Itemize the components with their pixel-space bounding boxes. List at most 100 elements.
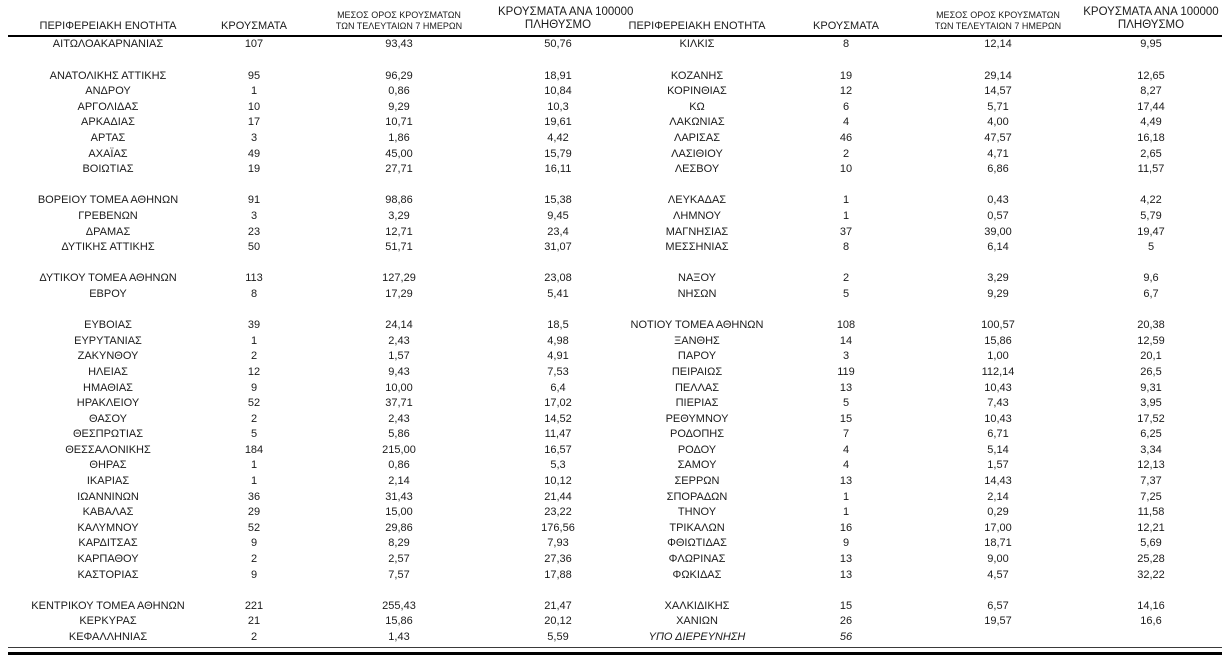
left-region-cell: ΚΕΝΤΡΙΚΟΥ ΤΟΜΕΑ ΑΘΗΝΩΝ	[31, 599, 185, 612]
left-per100k-cell: 5,59	[547, 631, 569, 643]
right-avg7-cell	[916, 256, 1080, 272]
left-region-cell: ΗΜΑΘΙΑΣ	[83, 381, 133, 394]
right-region-cell: ΥΠΟ ΔΙΕΡΕΥΝΗΣΗ	[648, 631, 746, 643]
right-per100k-cell	[1080, 256, 1222, 272]
left-cases-cell: 91	[247, 194, 261, 207]
right-avg7-cell: 6,86	[987, 163, 1009, 176]
left-avg7-cell: 15,86	[385, 615, 413, 628]
left-region-cell: ΚΑΡΠΑΘΟΥ	[77, 553, 139, 566]
right-per100k-cell: 11,58	[1137, 506, 1165, 519]
right-avg7-cell	[916, 583, 1080, 599]
left-region-cell: ΑΝΑΤΟΛΙΚΗΣ ΑΤΤΙΚΗΣ	[49, 69, 167, 82]
right-region-cell: ΛΑΚΩΝΙΑΣ	[669, 116, 725, 129]
right-region-cell	[618, 583, 776, 599]
left-cases-cell: 39	[247, 319, 261, 332]
right-avg7-cell: 3,29	[987, 272, 1009, 285]
header-per100k-left-line1: ΚΡΟΥΣΜΑΤΑ ΑΝΑ 100000	[498, 6, 634, 18]
right-per100k-cell: 3,95	[1140, 397, 1162, 410]
left-cases-cell: 9	[250, 381, 258, 394]
left-avg7-cell: 1,57	[388, 350, 410, 363]
left-avg7-cell: 2,43	[388, 412, 410, 425]
right-region-cell: ΧΑΝΙΩΝ	[676, 615, 718, 628]
right-avg7-cell: 17,00	[984, 521, 1012, 534]
right-avg7-cell: 18,71	[984, 537, 1012, 550]
header-region-left: ΠΕΡΙΦΕΡΕΙΑΚΗ ΕΝΟΤΗΤΑ	[39, 19, 177, 32]
left-per100k-cell: 20,12	[544, 615, 572, 628]
left-avg7-cell	[300, 303, 498, 319]
left-region-cell	[8, 53, 208, 69]
right-region-cell	[618, 178, 776, 194]
right-cases-cell: 6	[842, 100, 850, 113]
left-avg7-cell: 17,29	[385, 287, 413, 300]
left-cases-cell: 3	[250, 209, 258, 222]
right-per100k-cell: 12,21	[1137, 521, 1165, 534]
left-per100k-cell: 176,56	[541, 521, 575, 534]
left-cases-cell	[208, 256, 300, 272]
left-avg7-cell: 9,29	[388, 100, 410, 113]
left-cases-cell	[208, 53, 300, 69]
left-cases-cell	[208, 303, 300, 319]
left-region-cell	[8, 583, 208, 599]
right-region-cell	[618, 256, 776, 272]
left-per100k-cell: 17,02	[544, 397, 572, 410]
left-cases-cell: 2	[250, 412, 258, 425]
left-region-cell: ΔΡΑΜΑΣ	[85, 225, 131, 238]
left-cases-cell: 2	[250, 631, 258, 643]
right-region-cell: ΠΕΙΡΑΙΩΣ	[671, 365, 723, 378]
right-region-cell: ΦΘΙΩΤΙΔΑΣ	[667, 537, 727, 550]
left-cases-cell: 9	[250, 568, 258, 581]
right-cases-cell: 13	[839, 381, 853, 394]
spacer-row	[8, 303, 1222, 319]
left-per100k-cell: 31,07	[544, 241, 572, 254]
right-cases-cell: 56	[839, 631, 853, 643]
left-cases-cell: 9	[250, 537, 258, 550]
left-cases-cell: 49	[247, 147, 261, 160]
table-row: ΚΕΝΤΡΙΚΟΥ ΤΟΜΕΑ ΑΘΗΝΩΝ 221 255,43 21,47 ΧΑΛΚ…	[8, 599, 1222, 615]
right-per100k-cell: 9,31	[1140, 381, 1162, 394]
left-avg7-cell	[300, 178, 498, 194]
right-per100k-cell: 5	[1147, 241, 1155, 254]
right-per100k-cell	[1080, 303, 1222, 319]
left-avg7-cell: 10,71	[385, 116, 413, 129]
left-per100k-cell	[498, 178, 618, 194]
table-row: ΚΑΒΑΛΑΣ 29 15,00 23,22 ΤΗΝΟΥ 1 0,29 11,58	[8, 505, 1222, 521]
left-region-cell: ΒΟΙΩΤΙΑΣ	[82, 163, 134, 176]
left-avg7-cell	[300, 53, 498, 69]
left-per100k-cell: 18,91	[544, 69, 572, 82]
left-avg7-cell: 45,00	[385, 147, 413, 160]
right-per100k-cell: 4,49	[1140, 116, 1162, 129]
left-per100k-cell: 15,38	[544, 194, 572, 207]
right-per100k-cell: 8,27	[1140, 85, 1162, 98]
right-avg7-cell	[916, 53, 1080, 69]
right-avg7-cell: 5,14	[987, 443, 1009, 456]
right-cases-cell: 9	[842, 537, 850, 550]
right-avg7-cell: 10,43	[984, 412, 1012, 425]
right-region-cell: ΛΑΡΙΣΑΣ	[673, 132, 720, 144]
right-cases-cell: 1	[842, 209, 850, 222]
right-per100k-cell: 5,79	[1140, 209, 1162, 222]
right-per100k-cell: 14,16	[1137, 599, 1165, 612]
bottom-rule-thin	[8, 646, 1222, 648]
left-avg7-cell: 1,43	[388, 631, 410, 643]
right-cases-cell	[776, 53, 916, 69]
left-region-cell: ΚΑΡΔΙΤΣΑΣ	[78, 537, 138, 550]
right-per100k-cell: 16,18	[1137, 132, 1165, 144]
table-row: ΔΥΤΙΚΟΥ ΤΟΜΕΑ ΑΘΗΝΩΝ 113 127,29 23,08 ΝΑΞΟΥ 2…	[8, 271, 1222, 287]
right-region-cell: ΦΛΩΡΙΝΑΣ	[668, 553, 726, 566]
left-per100k-cell: 21,47	[544, 599, 572, 612]
left-region-cell: ΕΒΡΟΥ	[89, 287, 127, 300]
right-avg7-cell: 7,43	[987, 397, 1009, 410]
left-avg7-cell: 255,43	[382, 599, 416, 612]
header-avg7-right-line2: ΤΩΝ ΤΕΛΕΥΤΑΙΩΝ 7 ΗΜΕΡΩΝ	[934, 21, 1062, 32]
right-region-cell: ΝΗΣΩΝ	[677, 287, 717, 300]
right-cases-cell: 4	[842, 459, 850, 472]
spacer-row	[8, 256, 1222, 272]
right-per100k-cell	[1080, 583, 1222, 599]
right-per100k-cell: 12,13	[1137, 459, 1165, 472]
left-cases-cell: 21	[247, 615, 261, 628]
left-cases-cell	[208, 178, 300, 194]
table-row: ΚΕΦΑΛΛΗΝΙΑΣ 2 1,43 5,59 ΥΠΟ ΔΙΕΡΕΥΝΗΣΗ 56	[8, 630, 1222, 646]
right-region-cell: ΠΙΕΡΙΑΣ	[675, 397, 719, 410]
right-per100k-cell: 12,59	[1137, 334, 1165, 347]
header-per100k-right: ΚΡΟΥΣΜΑΤΑ ΑΝΑ 100000 ΠΛΗΘΥΣΜΟ	[1080, 6, 1222, 32]
